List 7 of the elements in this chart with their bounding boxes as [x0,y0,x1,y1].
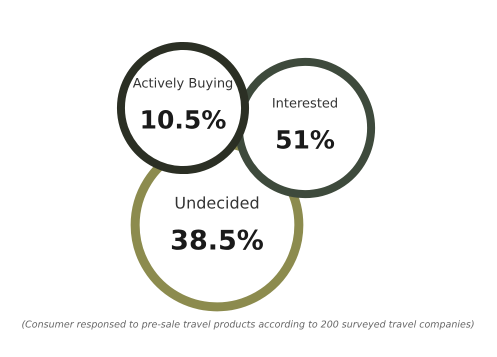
data-label: 10.5% [140,106,226,134]
data-label: 51% [275,126,335,154]
data-label: 38.5% [170,226,264,256]
category-label: Actively Buying [132,76,234,92]
category-label: Undecided [174,194,260,212]
text: (Consumer responsed to pre-sale travel products according to 200 surveyed travel companies) [21,320,475,330]
category-label: Interested [272,96,338,112]
